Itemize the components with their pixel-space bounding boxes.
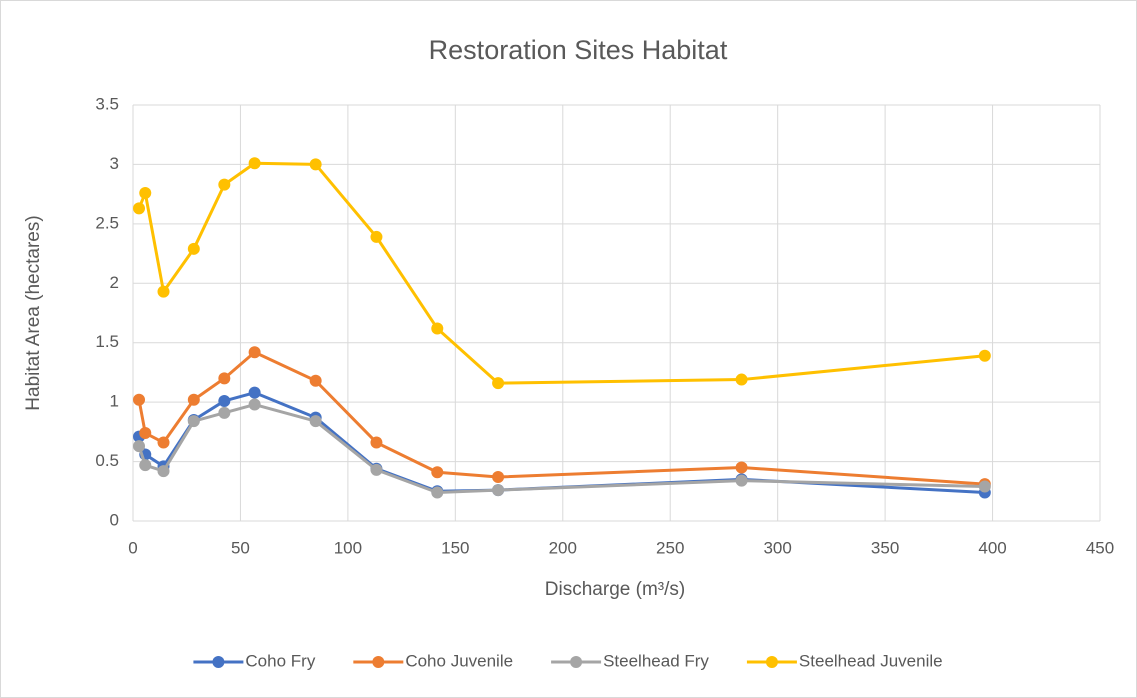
legend-item: Coho Fry: [193, 651, 316, 670]
data-point: [248, 386, 261, 399]
y-tick-label: 2.5: [95, 213, 119, 232]
data-point: [370, 463, 383, 476]
data-point: [431, 466, 444, 479]
data-point: [218, 178, 231, 191]
data-point: [157, 465, 170, 478]
data-point: [133, 202, 146, 215]
data-point: [187, 393, 200, 406]
y-tick-label: 3.5: [95, 94, 119, 113]
y-tick-label: 3: [110, 154, 119, 173]
data-point: [309, 415, 322, 428]
legend-label: Coho Juvenile: [405, 651, 513, 670]
x-tick-label: 100: [334, 538, 362, 557]
legend-item: Coho Juvenile: [353, 651, 513, 670]
plot-area: [133, 157, 991, 499]
series-line: [137, 161, 985, 385]
data-point: [157, 285, 170, 298]
data-point: [492, 471, 505, 484]
grid: 0 0.5 1 1.5 2 2.5 3 3.5 0 50 100 150 200 250 300 350 400…: [95, 94, 1114, 557]
legend-item: Steelhead Fry: [551, 651, 709, 670]
chart-title: Restoration Sites Habitat: [429, 35, 728, 65]
data-point: [978, 349, 991, 362]
y-axis-title: Habitat Area (hectares): [23, 215, 44, 410]
data-point: [218, 394, 231, 407]
x-tick-label: 300: [763, 538, 791, 557]
data-point: [187, 242, 200, 255]
x-tick-label: 50: [231, 538, 250, 557]
legend-marker: [765, 656, 778, 668]
data-point: [139, 186, 152, 199]
data-point: [139, 427, 152, 440]
data-point: [492, 377, 505, 390]
data-point: [370, 230, 383, 243]
x-tick-label: 0: [128, 538, 137, 557]
data-point: [187, 415, 200, 428]
data-point: [218, 372, 231, 385]
data-point: [309, 158, 322, 171]
x-tick-label: 350: [871, 538, 899, 557]
legend-label: Steelhead Juvenile: [799, 651, 943, 670]
y-tick-label: 2: [110, 273, 119, 292]
legend-label: Coho Fry: [245, 651, 315, 670]
y-tick-label: 1.5: [95, 332, 119, 351]
data-point: [133, 393, 146, 406]
legend-marker: [372, 656, 385, 668]
x-axis-title: Discharge (m³/s): [545, 579, 685, 600]
data-point: [492, 484, 505, 497]
y-tick-label: 1: [110, 392, 119, 411]
data-point: [735, 461, 748, 474]
x-tick-label: 450: [1086, 538, 1114, 557]
data-point: [133, 440, 146, 453]
x-tick-label: 250: [656, 538, 684, 557]
legend: Coho Fry Coho Juvenile Steelhead Fry Steelh…: [193, 651, 943, 670]
x-tick-label: 200: [549, 538, 577, 557]
y-tick-label: 0.5: [95, 451, 119, 470]
x-tick-label: 400: [978, 538, 1006, 557]
data-point: [218, 406, 231, 419]
data-point: [735, 373, 748, 386]
data-point: [370, 436, 383, 449]
y-tick-label: 0: [110, 510, 119, 529]
data-point: [735, 474, 748, 487]
data-point: [431, 322, 444, 335]
data-point: [431, 486, 444, 499]
data-point: [139, 459, 152, 472]
legend-marker: [570, 656, 583, 668]
data-point: [978, 480, 991, 493]
data-point: [248, 346, 261, 359]
legend-marker: [212, 656, 225, 668]
legend-item: Steelhead Juvenile: [746, 651, 943, 670]
data-point: [309, 374, 322, 387]
data-point: [248, 157, 261, 170]
legend-label: Steelhead Fry: [603, 651, 709, 670]
data-point: [248, 398, 261, 411]
x-tick-label: 150: [441, 538, 469, 557]
data-point: [157, 436, 170, 449]
